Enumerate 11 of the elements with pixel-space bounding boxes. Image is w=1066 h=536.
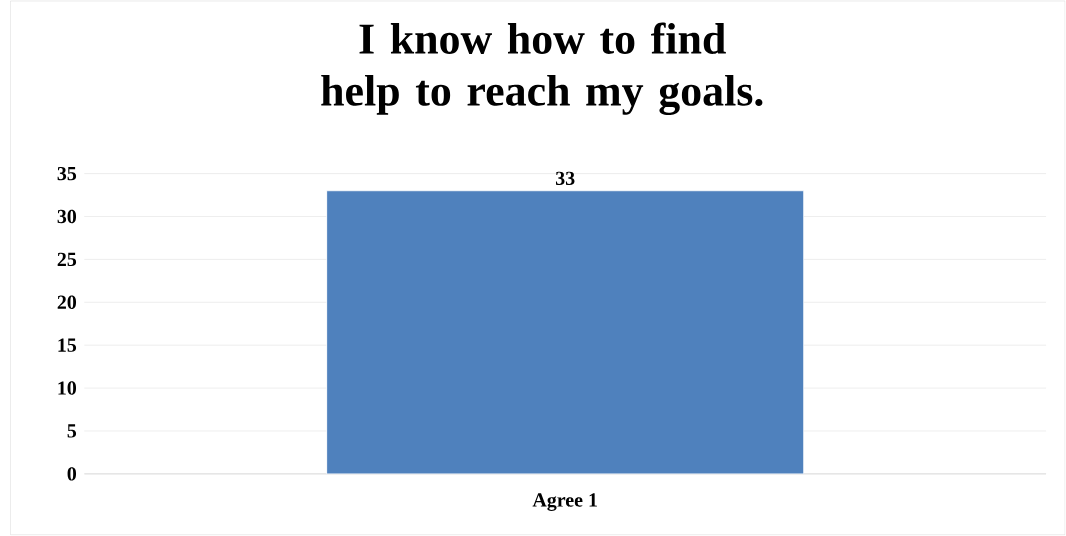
y-tick-label: 10 (58, 381, 77, 395)
y-tick-label: 35 (57, 167, 77, 181)
y-tick-label: 30 (57, 209, 77, 224)
y-tick-label: 25 (57, 252, 77, 267)
x-tick-label: Agree 1 (532, 493, 597, 512)
y-tick-label: 0 (67, 467, 77, 481)
y-tick-label: 5 (67, 424, 77, 438)
y-tick-label: 20 (57, 295, 77, 310)
y-tick-label: 15 (58, 338, 77, 352)
chart-title: I know how to find help to reach my goals. (321, 22, 763, 116)
data-label: 33 (555, 171, 575, 186)
